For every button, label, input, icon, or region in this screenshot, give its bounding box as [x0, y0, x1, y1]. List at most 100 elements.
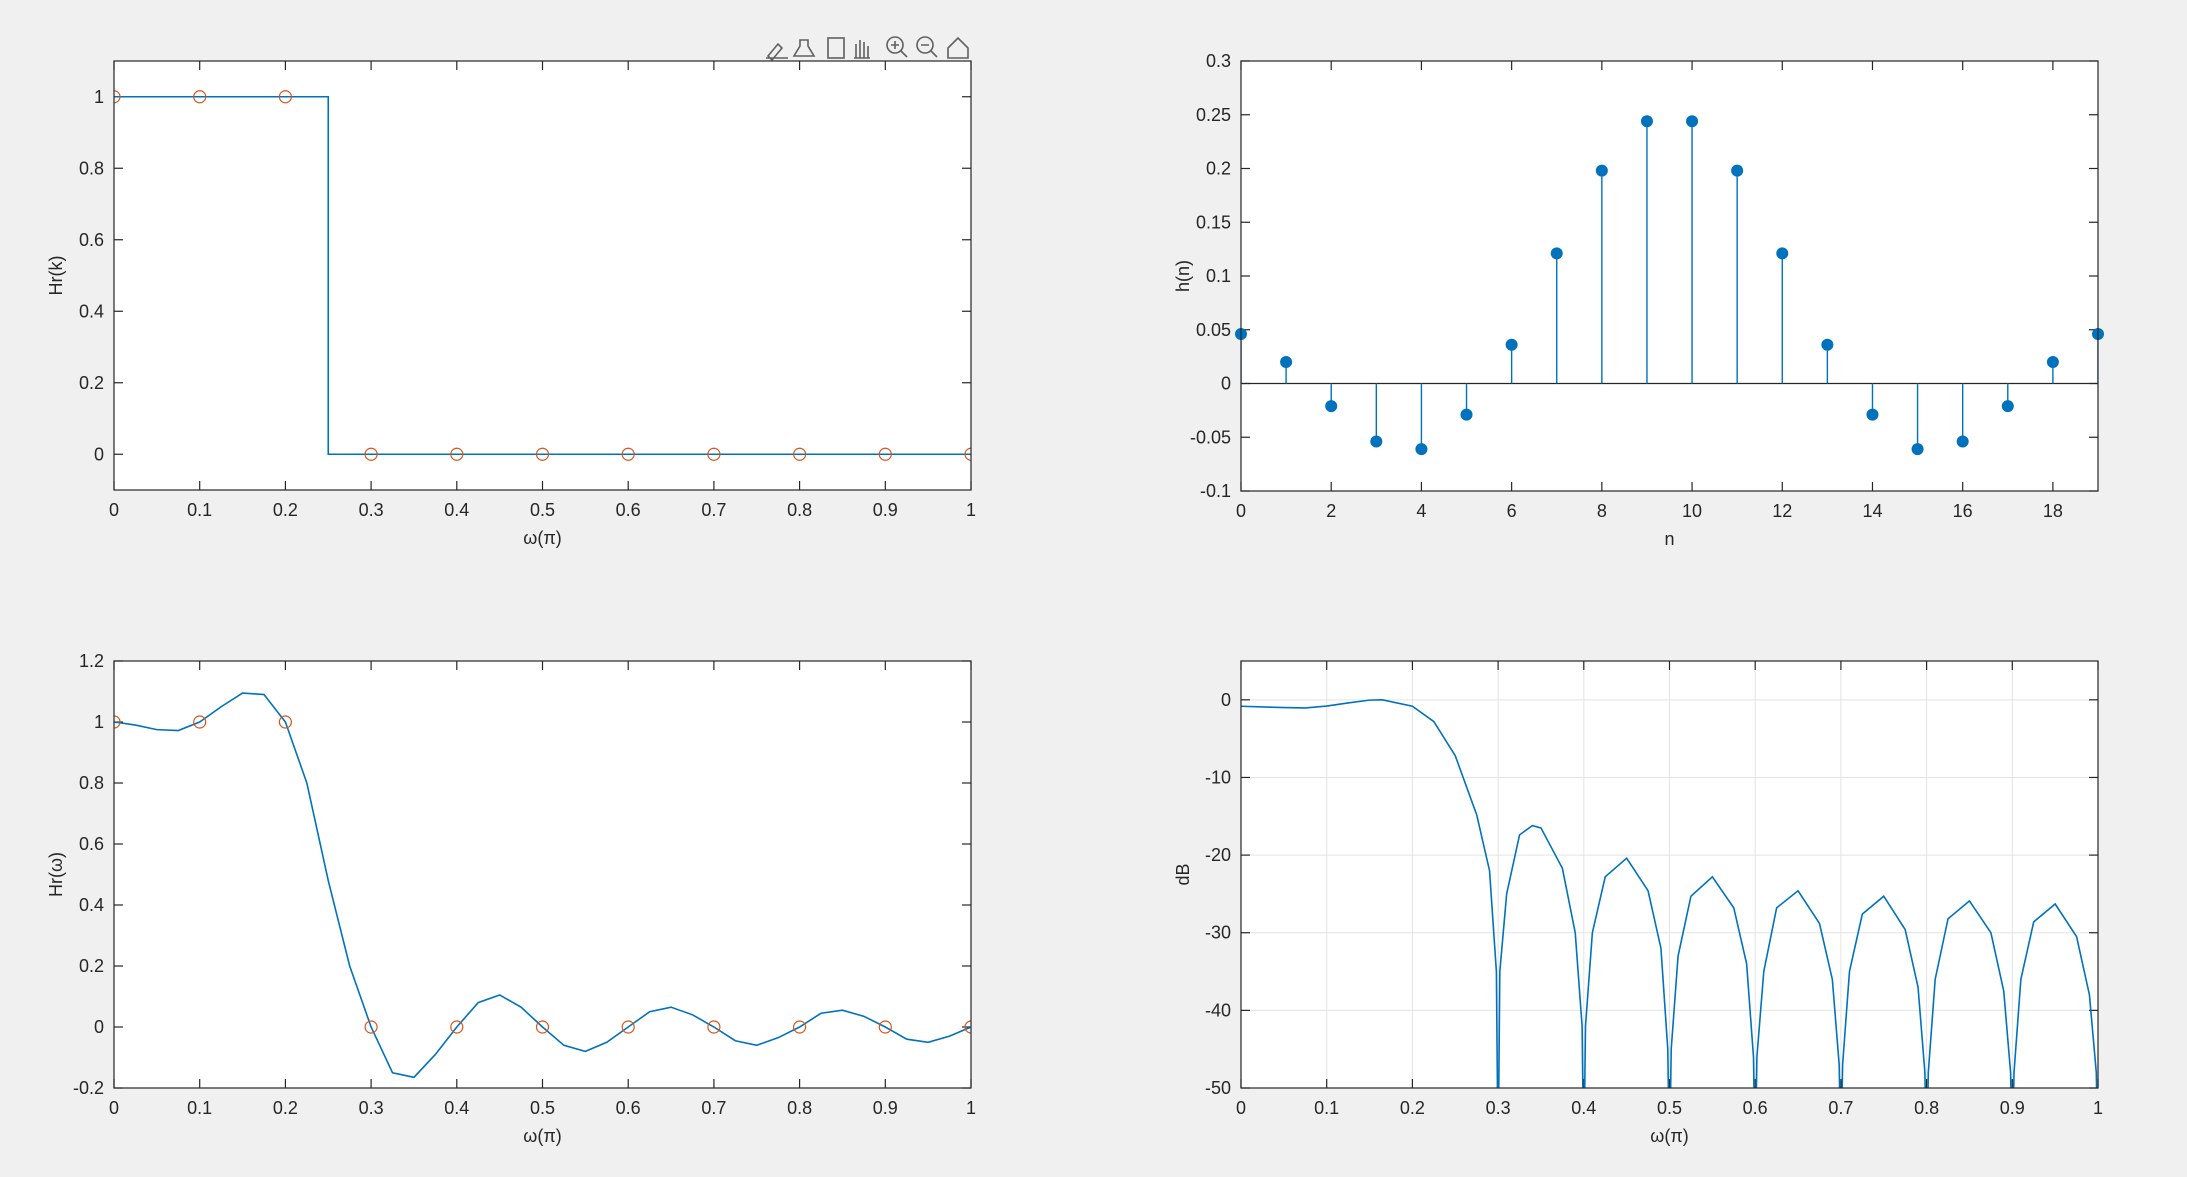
stem-marker [1505, 338, 1518, 351]
y-tick-label: 0.15 [1196, 212, 1231, 232]
data-marker [114, 90, 121, 104]
y-tick-label: 0 [94, 444, 104, 464]
plot-content [114, 90, 971, 461]
data-marker [621, 1020, 635, 1034]
x-tick-label: 0.4 [1571, 1098, 1596, 1118]
x-tick-label: 1 [966, 500, 976, 520]
y-tick-label: -0.2 [73, 1078, 104, 1098]
x-tick-label: 0.8 [787, 500, 812, 520]
x-tick-label: 1 [2093, 1098, 2103, 1118]
stem-marker [1460, 408, 1473, 421]
y-tick-label: 0.8 [79, 773, 104, 793]
y-tick-label: -40 [1205, 1000, 1231, 1020]
toolbar-datatip[interactable] [827, 37, 845, 59]
y-tick-label: 0 [1221, 690, 1231, 710]
data-marker [364, 1020, 378, 1034]
y-tick-label: 0.05 [1196, 320, 1231, 340]
stem-marker [1911, 443, 1924, 456]
toolbar-clean[interactable] [792, 39, 816, 57]
toolbar-zoom-in[interactable] [886, 36, 904, 54]
stem-marker [1640, 115, 1653, 128]
y-axis-label: dB [1173, 863, 1193, 885]
x-tick-label: 0.7 [1828, 1098, 1853, 1118]
x-tick-label: 2 [1326, 501, 1336, 521]
data-marker [450, 1020, 464, 1034]
axes-box [113, 60, 972, 491]
x-tick-label: 8 [1597, 501, 1607, 521]
stem-marker [2046, 356, 2059, 368]
data-line [114, 95, 971, 456]
stem-marker [1776, 247, 1789, 260]
x-tick-label: 0.5 [1657, 1098, 1682, 1118]
x-tick-label: 0.5 [530, 1098, 555, 1118]
toolbar-home[interactable] [947, 36, 969, 59]
x-axis-label: n [1664, 529, 1674, 549]
axes: 0 0.1 0.2 0.3 0.4 0.5 0.6 0.7 0.8 0.9 1-0.200.20.4… [46, 651, 976, 1146]
x-tick-label: 0.8 [787, 1098, 812, 1118]
x-tick-label: 0 [1236, 501, 1246, 521]
x-tick-label: 0.2 [1400, 1098, 1425, 1118]
y-tick-label: 0.1 [1206, 266, 1231, 286]
axes: 0 0.1 0.2 0.3 0.4 0.5 0.6 0.7 0.8 0.9 1 0 0.2 0.4 0.6 0… [46, 60, 976, 548]
y-tick-label: 1 [94, 712, 104, 732]
x-tick-label: 0.4 [444, 500, 469, 520]
data-marker [878, 1020, 892, 1034]
data-marker [278, 90, 292, 104]
plot-content [114, 692, 971, 1079]
y-tick-label: -0.05 [1190, 427, 1231, 447]
stem-marker [1821, 338, 1834, 351]
data-marker [792, 1020, 807, 1034]
axes-box [1240, 660, 2099, 1089]
x-tick-label: 0 [1236, 1098, 1246, 1118]
x-tick-label: 0.2 [273, 1098, 298, 1118]
stem-marker [1866, 408, 1879, 421]
x-tick-label: 0.3 [359, 500, 384, 520]
x-tick-label: 0.6 [616, 500, 641, 520]
data-marker [707, 1020, 721, 1034]
y-tick-label: 0.8 [79, 158, 104, 178]
y-tick-label: -50 [1205, 1078, 1231, 1098]
x-tick-label: 4 [1416, 501, 1426, 521]
data-marker [535, 1020, 550, 1034]
y-axis-label: Hr(ω) [46, 852, 66, 897]
axes: 0 2 4 6 8 10 12 14 16 18 -0.1 -0.05 0 0.05 0.1 0.15 0.2 0… [1173, 51, 2104, 549]
x-tick-label: 14 [1862, 501, 1882, 521]
toolbar-brush[interactable] [766, 42, 788, 62]
x-tick-label: 10 [1682, 501, 1702, 521]
x-tick-label: 0.7 [701, 500, 726, 520]
plot-area [114, 661, 971, 1088]
toolbar-zoom-out[interactable] [916, 36, 934, 54]
toolbar-pan[interactable] [854, 40, 870, 59]
x-tick-label: 0.5 [530, 500, 555, 520]
data-line [114, 692, 971, 1079]
stem-marker [1280, 356, 1293, 368]
data-marker [114, 715, 121, 729]
x-tick-label: 0.8 [1914, 1098, 1939, 1118]
stem-marker [2001, 400, 2014, 413]
stem-marker [1686, 115, 1699, 128]
x-tick-label: 18 [2043, 501, 2063, 521]
data-marker [878, 447, 892, 461]
stem-marker [1550, 247, 1563, 260]
y-tick-label: -0.1 [1200, 481, 1231, 501]
x-axis-label: ω(π) [1650, 1126, 1688, 1146]
x-tick-label: 0.6 [1743, 1098, 1768, 1118]
data-marker [535, 447, 550, 461]
stem-marker [1956, 435, 1969, 448]
y-tick-label: 0.25 [1196, 105, 1231, 125]
y-tick-label: -30 [1205, 923, 1231, 943]
y-tick-label: 0.6 [79, 230, 104, 250]
y-tick-label: 0.4 [79, 895, 104, 915]
x-tick-label: 0.9 [873, 500, 898, 520]
y-axis-label: Hr(k) [46, 256, 66, 296]
y-tick-label: 0.2 [79, 956, 104, 976]
data-marker [964, 447, 971, 461]
y-tick-label: -10 [1205, 767, 1231, 787]
y-tick-label: 0.2 [79, 373, 104, 393]
data-marker [707, 447, 721, 461]
plot-area [1241, 61, 2098, 491]
data-marker [364, 447, 378, 461]
y-tick-label: 0 [1221, 374, 1231, 394]
